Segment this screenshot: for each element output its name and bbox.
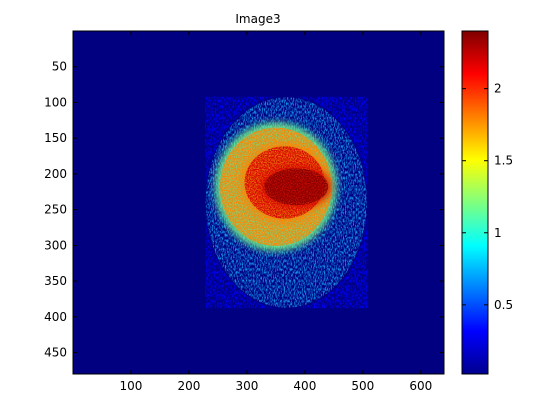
y-tick-label: 350 — [44, 274, 67, 288]
colorbar-axis: 0.5 1 1.5 2 — [462, 82, 513, 312]
x-tick-label: 100 — [120, 379, 143, 393]
colorbar-tick-label: 1 — [494, 226, 502, 240]
heatmap-image — [73, 31, 444, 374]
plot-frame — [72, 30, 445, 375]
y-tick-label: 50 — [52, 60, 67, 74]
y-tick-label: 300 — [44, 238, 67, 252]
x-tick-label: 200 — [177, 379, 200, 393]
colorbar-tick-label: 2 — [494, 82, 502, 96]
y-tick-label: 100 — [44, 95, 67, 109]
x-axis: 100 200 300 400 500 600 — [120, 31, 432, 393]
colorbar-tick-label: 0.5 — [494, 298, 513, 312]
y-tick-label: 150 — [44, 131, 67, 145]
y-tick-label: 250 — [44, 203, 67, 217]
y-tick-label: 400 — [44, 310, 67, 324]
x-tick-label: 500 — [351, 379, 374, 393]
chart-title: Image3 — [235, 12, 280, 26]
x-tick-label: 400 — [293, 379, 316, 393]
y-tick-label: 450 — [44, 346, 67, 360]
y-tick-label: 200 — [44, 167, 67, 181]
x-tick-label: 300 — [235, 379, 258, 393]
heatmap-region-4 — [261, 166, 331, 207]
x-tick-label: 600 — [409, 379, 432, 393]
colorbar — [461, 30, 489, 375]
colorbar-tick-label: 1.5 — [494, 154, 513, 168]
y-axis: 50 100 150 200 250 300 350 400 450 — [44, 60, 444, 360]
